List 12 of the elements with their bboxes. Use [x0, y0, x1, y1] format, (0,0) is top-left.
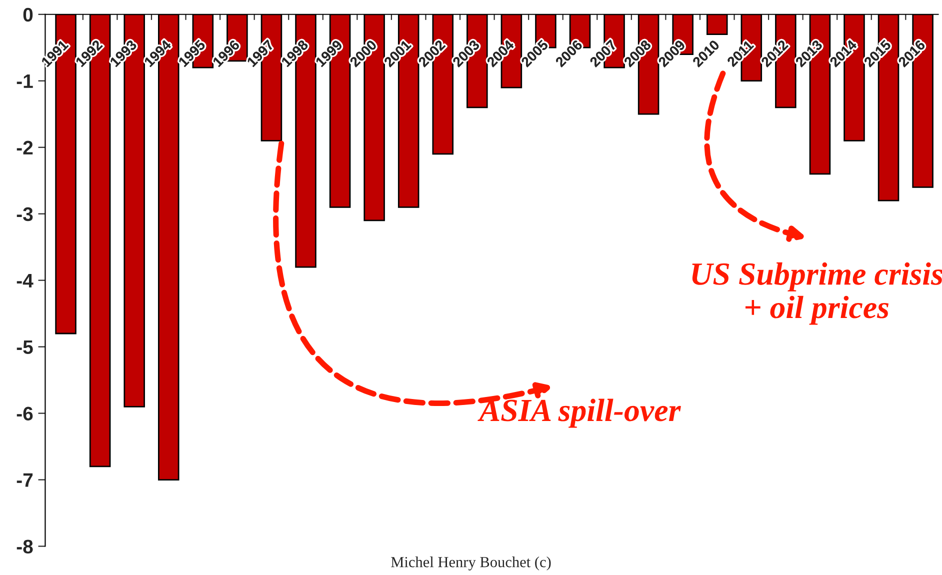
text: Michel Henry Bouchet (c) — [391, 556, 551, 570]
y-tick-label: -5 — [16, 340, 33, 354]
y-tick-label: -6 — [16, 406, 33, 421]
y-tick-label: -1 — [16, 74, 33, 88]
y-tick-label: -8 — [16, 540, 33, 554]
y-tick-label: 0 — [23, 8, 33, 22]
y-tick-label: -2 — [16, 140, 33, 154]
y-tick-label: -3 — [16, 207, 33, 222]
y-tick-label: -7 — [16, 473, 33, 487]
y-tick-label: -4 — [16, 274, 34, 288]
annotation: US Subprime crisis + oil prices — [692, 262, 942, 325]
annotation: ASIA spill-over — [478, 398, 681, 428]
